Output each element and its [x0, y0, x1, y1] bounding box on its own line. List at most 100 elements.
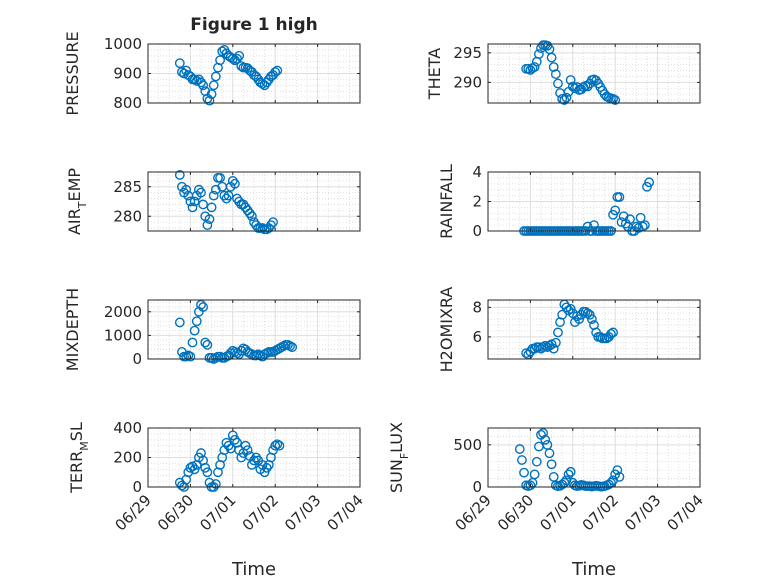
- data-point: [198, 302, 209, 312]
- subplot-sun-flux: 0 500 06/29 06/30 07/01 07/02 07/03 07/04 Time SU…: [387, 422, 707, 580]
- y-tick-label: 900: [113, 65, 142, 83]
- data-point: [185, 351, 196, 362]
- data-point: [544, 448, 555, 459]
- data-point: [287, 342, 298, 353]
- data-point: [187, 337, 198, 348]
- subplot-air-temp: 280 285 AIRTEMP: [65, 168, 361, 235]
- data-point: [244, 208, 255, 219]
- x-tick-label: 07/03: [281, 491, 324, 534]
- data-point: [540, 434, 551, 445]
- data-point: [210, 479, 221, 489]
- data-point: [193, 184, 204, 195]
- y-tick-label: 1000: [104, 326, 142, 344]
- data-point: [614, 471, 625, 482]
- data-point: [559, 95, 570, 105]
- x-axis-label: Time: [571, 559, 616, 580]
- x-tick-label: 07/01: [536, 491, 579, 534]
- y-axis-label: RAINFALL: [437, 164, 456, 239]
- data-point: [202, 220, 213, 231]
- data-point: [546, 459, 557, 470]
- y-tick-label: 800: [113, 94, 142, 112]
- y-axis-label: AIRTEMP: [65, 168, 89, 235]
- x-tick-label: 06/30: [494, 491, 537, 534]
- data-point: [529, 469, 540, 480]
- figure-title: Figure 1 high: [190, 15, 318, 35]
- y-tick-label: 6: [472, 328, 482, 346]
- data-point: [189, 74, 200, 85]
- x-tick-label: 06/29: [112, 491, 155, 534]
- y-tick-label: 0: [472, 222, 482, 240]
- data-point: [531, 456, 542, 467]
- data-point: [540, 340, 551, 351]
- data-point: [548, 62, 559, 72]
- data-point: [270, 67, 281, 77]
- data-point: [644, 177, 655, 188]
- data-point: [221, 193, 232, 204]
- data-point: [223, 190, 234, 201]
- data-point: [242, 445, 253, 456]
- x-tick-label: 06/29: [452, 491, 495, 534]
- y-tick-label: 285: [113, 178, 142, 196]
- y-tick-label: 295: [453, 44, 482, 62]
- data-point: [612, 465, 623, 476]
- y-axis-label: THETA: [425, 48, 444, 100]
- data-point: [189, 196, 200, 207]
- data-point: [610, 95, 621, 105]
- x-tick-label: 07/02: [239, 491, 282, 534]
- y-tick-label: 4: [472, 163, 482, 181]
- data-point: [561, 92, 572, 103]
- data-point: [198, 199, 209, 210]
- data-point: [553, 78, 563, 89]
- data-point: [519, 467, 529, 478]
- y-tick-label: 400: [113, 419, 142, 437]
- data-point: [261, 462, 272, 473]
- data-point: [204, 95, 215, 106]
- data-point: [185, 196, 196, 207]
- data-point: [210, 184, 221, 195]
- data-point: [187, 461, 198, 472]
- data-point: [191, 316, 202, 327]
- data-point: [517, 455, 527, 465]
- data-point: [227, 53, 238, 64]
- data-point: [215, 55, 225, 66]
- data-point: [272, 439, 283, 450]
- x-tick-label: 07/03: [621, 491, 664, 534]
- data-point: [257, 78, 268, 89]
- data-point: [206, 89, 217, 100]
- data-point: [204, 214, 215, 225]
- subplot-theta: 290 295 THETA: [425, 40, 701, 105]
- data-point: [572, 311, 582, 322]
- data-point: [538, 342, 549, 353]
- data-point: [639, 220, 650, 231]
- y-tick-label: 8: [472, 298, 482, 316]
- data-point: [208, 80, 219, 91]
- data-point: [232, 53, 242, 64]
- data-point: [215, 172, 225, 183]
- data-point: [249, 455, 259, 466]
- data-point: [179, 68, 189, 79]
- data-point: [196, 187, 206, 198]
- x-tick-label: 06/30: [154, 491, 197, 534]
- y-tick-label: 290: [453, 73, 482, 91]
- x-tick-label: 07/04: [664, 491, 707, 534]
- data-point: [174, 170, 185, 180]
- axes-box: [147, 299, 361, 360]
- y-tick-label: 0: [132, 350, 142, 368]
- data-point: [210, 71, 221, 82]
- data-point: [561, 475, 572, 486]
- subplot-terr-msl: 0 200 400 06/29 06/30 07/01 07/02 07/03 07/04 Tim…: [67, 419, 367, 580]
- x-axis-label: Time: [231, 559, 276, 580]
- data-point: [266, 220, 276, 231]
- subplot-mixdepth: 0 1000 2000 MIXDEPTH: [63, 288, 361, 371]
- data-point: [202, 339, 213, 350]
- axes-box: [147, 171, 361, 232]
- y-axis-label: TERRMSL: [67, 422, 91, 494]
- data-point: [608, 327, 618, 338]
- data-point: [251, 452, 262, 463]
- data-point: [196, 299, 206, 310]
- axes-box: [487, 299, 701, 360]
- data-point: [586, 314, 597, 325]
- data-point: [227, 175, 238, 186]
- subplot-h2omixra: 6 8 H2OMIXRA: [437, 287, 701, 372]
- y-axis-label: SUNFLUX: [387, 422, 411, 493]
